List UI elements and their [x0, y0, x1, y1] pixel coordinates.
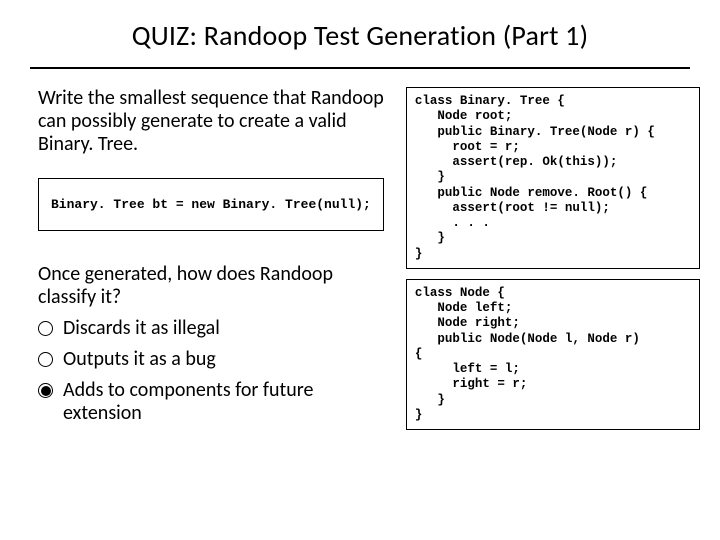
- option-label: Discards it as illegal: [63, 317, 220, 340]
- option-row[interactable]: Adds to components for future extension: [38, 379, 392, 425]
- option-label: Adds to components for future extension: [63, 379, 392, 425]
- prompt-text: Write the smallest sequence that Randoop…: [38, 87, 392, 156]
- content-row: Write the smallest sequence that Randoop…: [0, 87, 720, 433]
- radio-icon[interactable]: [38, 383, 53, 398]
- left-column: Write the smallest sequence that Randoop…: [20, 87, 392, 433]
- option-label: Outputs it as a bug: [63, 348, 216, 371]
- page-title: QUIZ: Randoop Test Generation (Part 1): [0, 0, 720, 67]
- code-node: class Node { Node left; Node right; publ…: [406, 279, 700, 430]
- code-binarytree: class Binary. Tree { Node root; public B…: [406, 87, 700, 269]
- right-column: class Binary. Tree { Node root; public B…: [406, 87, 700, 433]
- option-row[interactable]: Discards it as illegal: [38, 317, 392, 340]
- radio-icon[interactable]: [38, 352, 53, 367]
- option-row[interactable]: Outputs it as a bug: [38, 348, 392, 371]
- answer-code-box: Binary. Tree bt = new Binary. Tree(null)…: [38, 178, 384, 231]
- divider: [30, 67, 690, 69]
- options-list: Discards it as illegal Outputs it as a b…: [38, 317, 392, 425]
- radio-icon[interactable]: [38, 321, 53, 336]
- question2-text: Once generated, how does Randoop classif…: [38, 263, 392, 309]
